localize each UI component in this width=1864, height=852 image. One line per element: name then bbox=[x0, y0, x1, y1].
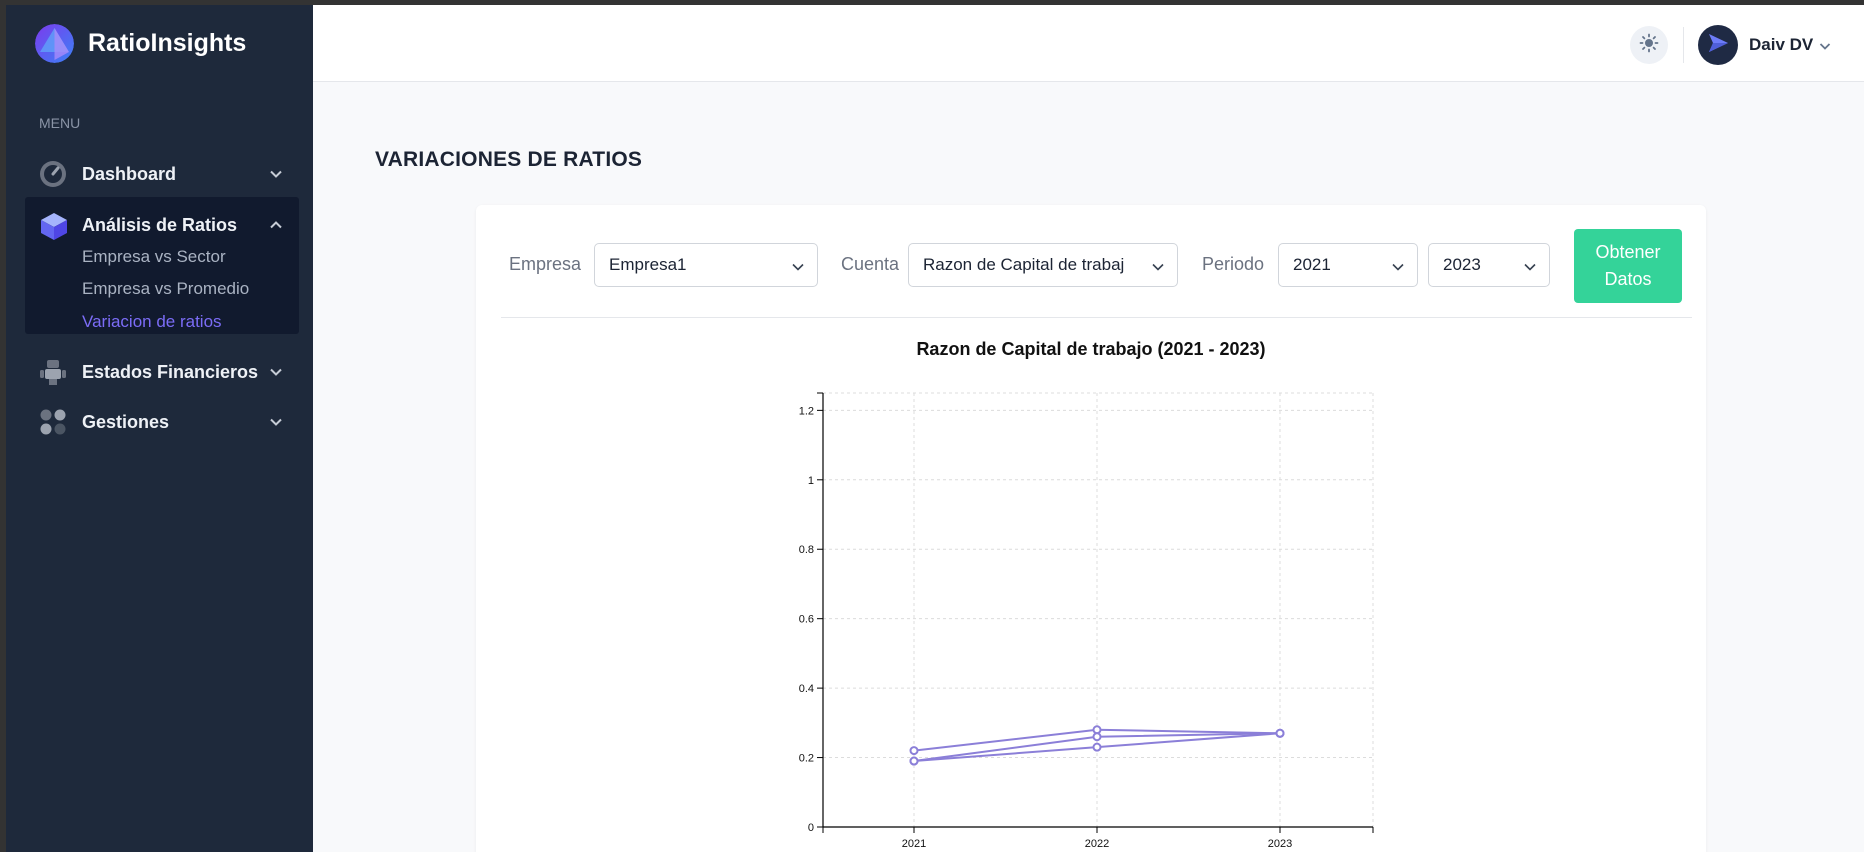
sidebar-item-gestiones[interactable]: Gestiones bbox=[25, 400, 299, 444]
paper-plane-icon bbox=[1706, 31, 1730, 60]
y-tick-label: 0.6 bbox=[799, 614, 814, 626]
sidebar-item-analisis-de-ratios[interactable]: Análisis de Ratios bbox=[25, 203, 299, 247]
y-tick-label: 0.4 bbox=[799, 683, 814, 695]
sidebar-item-estados-financieros[interactable]: Estados Financieros bbox=[25, 350, 299, 394]
x-tick-label: 2021 bbox=[902, 838, 926, 850]
sidebar-item-label: Gestiones bbox=[82, 411, 170, 432]
header-divider bbox=[1683, 27, 1684, 63]
chevron-down-icon bbox=[269, 167, 283, 181]
dashboard-gauge-icon bbox=[39, 160, 67, 188]
x-tick-label: 2022 bbox=[1085, 838, 1109, 850]
brand-logo-icon bbox=[35, 24, 74, 63]
periodo-end-value: 2023 bbox=[1443, 255, 1481, 274]
cube-icon bbox=[39, 211, 67, 240]
top-header bbox=[313, 5, 1864, 82]
sidebar-item-label: Estados Financieros bbox=[82, 361, 259, 382]
brand-name: RatioInsights bbox=[88, 29, 247, 57]
chevron-down-icon bbox=[1391, 259, 1405, 273]
y-tick-label: 0 bbox=[808, 822, 814, 834]
menu-label: MENU bbox=[39, 115, 81, 131]
periodo-start-value: 2021 bbox=[1293, 255, 1331, 274]
chevron-down-icon bbox=[1819, 39, 1831, 51]
sidebar-subitem-empresa-vs-sector[interactable]: Empresa vs Sector bbox=[82, 247, 226, 266]
series-3-point bbox=[1092, 742, 1102, 752]
chevron-down-icon bbox=[1523, 259, 1537, 273]
sun-icon bbox=[1639, 33, 1659, 58]
sidebar-subitem-empresa-vs-promedio[interactable]: Empresa vs Promedio bbox=[82, 279, 250, 298]
series-3-point bbox=[909, 756, 919, 766]
series-2-point bbox=[1092, 732, 1102, 742]
sidebar-item-label: Dashboard bbox=[82, 163, 177, 184]
cuenta-select-value: Razon de Capital de trabaj bbox=[923, 255, 1125, 274]
sidebar-subitem-variacion-de-ratios[interactable]: Variacion de ratios bbox=[82, 312, 222, 331]
periodo-label: Periodo bbox=[1202, 254, 1265, 274]
periodo-end-select[interactable]: 2023 bbox=[1428, 243, 1550, 287]
y-tick-label: 1.2 bbox=[799, 405, 814, 417]
chevron-down-icon bbox=[791, 259, 805, 273]
brand[interactable]: RatioInsights bbox=[35, 24, 246, 63]
robot-icon bbox=[39, 358, 67, 386]
empresa-select[interactable]: Empresa1 bbox=[594, 243, 818, 287]
page-title: VARIACIONES DE RATIOS bbox=[375, 148, 643, 171]
periodo-start-select[interactable]: 2021 bbox=[1278, 243, 1418, 287]
obtener-datos-button[interactable]: Obtener Datos bbox=[1574, 229, 1682, 303]
line-chart: 0 0.2 0.4 0.6 0.8 1 1.2 2021 2022 2023 bbox=[799, 392, 1374, 850]
theme-toggle-button[interactable] bbox=[1630, 26, 1668, 64]
series-1-point bbox=[909, 746, 919, 756]
empresa-select-value: Empresa1 bbox=[609, 255, 687, 274]
y-tick-label: 0.8 bbox=[799, 544, 814, 556]
chevron-down-icon bbox=[269, 415, 283, 429]
chart-title: Razon de Capital de trabajo (2021 - 2023… bbox=[916, 339, 1266, 359]
sidebar-item-label: Análisis de Ratios bbox=[82, 214, 238, 235]
sidebar: RatioInsights MENU Dashboard bbox=[6, 5, 313, 852]
chevron-down-icon bbox=[1151, 259, 1165, 273]
avatar bbox=[1698, 25, 1738, 65]
series-3-point bbox=[1275, 728, 1285, 738]
chevron-down-icon bbox=[269, 365, 283, 379]
app-window: RatioInsights MENU Dashboard bbox=[6, 5, 1864, 852]
y-tick-label: 1 bbox=[808, 475, 814, 487]
sidebar-group-analisis bbox=[25, 197, 299, 334]
user-menu[interactable]: Daiv DV bbox=[1698, 25, 1831, 65]
sidebar-item-dashboard[interactable]: Dashboard bbox=[25, 152, 299, 196]
chevron-up-icon bbox=[269, 218, 283, 232]
x-tick-label: 2023 bbox=[1268, 838, 1292, 850]
empresa-label: Empresa bbox=[509, 254, 582, 274]
user-name: Daiv DV bbox=[1749, 35, 1814, 54]
cuenta-select[interactable]: Razon de Capital de trabaj bbox=[908, 243, 1178, 287]
ratio-variation-card: Empresa Empresa1 Cuenta Razon de Capital… bbox=[476, 205, 1706, 852]
grid-dots-icon bbox=[39, 408, 67, 436]
y-tick-label: 0.2 bbox=[799, 753, 814, 765]
cuenta-label: Cuenta bbox=[841, 254, 900, 274]
card-divider bbox=[501, 317, 1692, 318]
